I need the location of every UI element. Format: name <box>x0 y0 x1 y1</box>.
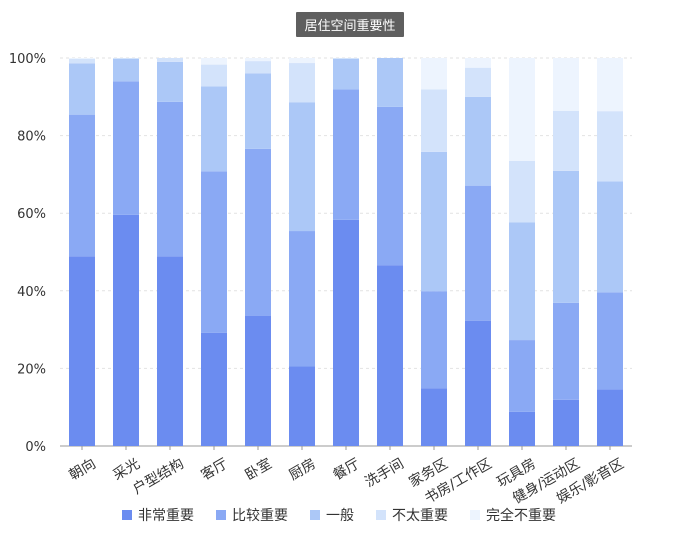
bar-segment <box>597 389 623 446</box>
bar-segment <box>333 89 359 220</box>
x-tick-label: 卧室 <box>242 455 275 484</box>
bar-segment <box>421 89 447 152</box>
x-tick-label: 餐厅 <box>331 456 363 484</box>
bar-segment <box>421 151 447 292</box>
y-tick-label: 0% <box>25 440 46 455</box>
bar-segment <box>245 148 271 316</box>
bar-segment <box>509 411 535 446</box>
x-tick-label: 户型结构 <box>130 455 187 498</box>
y-tick-label: 40% <box>17 285 46 300</box>
legend-swatch <box>310 510 320 520</box>
bar-segment <box>465 67 491 97</box>
bar-segment <box>289 231 315 367</box>
bar-segment <box>553 58 579 111</box>
y-tick-label: 20% <box>17 362 46 377</box>
bar-segment <box>69 114 95 257</box>
bar-segment <box>69 58 95 64</box>
y-tick-label: 60% <box>17 207 46 222</box>
legend-label: 不太重要 <box>392 508 448 524</box>
legend-label: 比较重要 <box>232 508 288 524</box>
bar-segment <box>377 58 403 107</box>
bar-segment <box>201 86 227 172</box>
bar-segment <box>509 340 535 412</box>
legend-swatch <box>122 510 132 520</box>
bar-segment <box>157 256 183 446</box>
bar-segment <box>597 58 623 112</box>
bar-segment <box>157 61 183 102</box>
bar-segment <box>597 111 623 182</box>
bar-segment <box>245 61 271 74</box>
bar-segment <box>113 214 139 446</box>
x-tick-label: 朝向 <box>67 456 99 484</box>
bar-segment <box>553 170 579 303</box>
bar-segment <box>333 219 359 446</box>
y-tick-label: 100% <box>9 52 46 67</box>
legend-label: 完全不重要 <box>486 507 556 524</box>
bar-segment <box>597 292 623 390</box>
bar-segment <box>113 58 139 59</box>
bar-segment <box>157 58 183 62</box>
bar-segment <box>201 332 227 446</box>
bar-segment <box>509 58 535 161</box>
bar-segment <box>421 388 447 446</box>
bar-segment <box>245 73 271 149</box>
bar-segment <box>421 58 447 90</box>
bar-segment <box>113 58 139 82</box>
bar-segment <box>201 64 227 87</box>
bar-segment <box>377 265 403 446</box>
bar-segment <box>333 58 359 59</box>
bar-segment <box>69 58 95 59</box>
chart-title: 居住空间重要性 <box>296 12 404 37</box>
x-tick-label: 客厅 <box>198 455 231 484</box>
bar-segment <box>201 58 227 65</box>
bar-segment <box>289 58 315 64</box>
bar-segment <box>157 101 183 257</box>
bar-segment <box>509 222 535 341</box>
legend-swatch <box>376 510 386 520</box>
bar-segment <box>465 185 491 321</box>
bar-segment <box>289 102 315 232</box>
bar-segment <box>289 366 315 446</box>
legend-swatch <box>470 510 480 520</box>
chart-title-wrap: 居住空间重要性 <box>0 12 700 37</box>
y-tick-label: 80% <box>17 130 46 145</box>
x-tick-label: 厨房 <box>287 456 319 484</box>
bar-segment <box>553 302 579 400</box>
bar-segment <box>201 171 227 333</box>
bar-segment <box>377 106 403 266</box>
bar-segment <box>245 58 271 62</box>
legend-swatch <box>216 510 226 520</box>
bar-segment <box>553 110 579 171</box>
x-tick-label: 洗手间 <box>362 456 406 491</box>
bar-segment <box>553 399 579 446</box>
bar-segment <box>421 291 447 389</box>
legend-label: 一般 <box>326 508 354 524</box>
bar-segment <box>333 58 359 90</box>
bar-segment <box>113 81 139 215</box>
bar-segment <box>597 181 623 293</box>
bar-segment <box>69 256 95 446</box>
bar-segment <box>245 315 271 446</box>
bar-segment <box>509 160 535 223</box>
bar-segment <box>69 63 95 115</box>
bar-segment <box>289 63 315 103</box>
legend-label: 非常重要 <box>138 508 194 524</box>
bar-segment <box>465 320 491 446</box>
bar-segment <box>465 58 491 68</box>
bar-segment <box>465 96 491 186</box>
